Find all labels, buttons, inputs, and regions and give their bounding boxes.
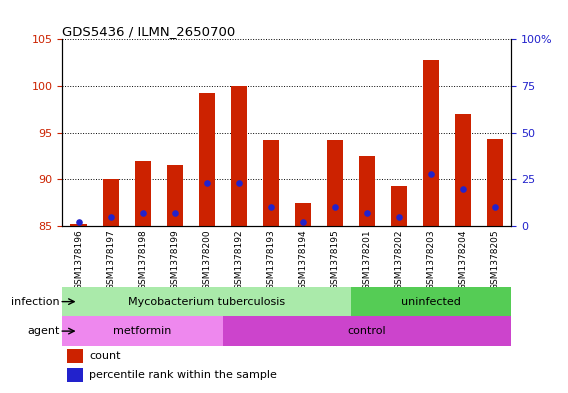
Text: GSM1378204: GSM1378204: [458, 229, 467, 290]
Bar: [455, 114, 471, 226]
Bar: [231, 86, 247, 226]
Text: GSM1378194: GSM1378194: [298, 229, 307, 290]
Bar: [67, 349, 83, 363]
Text: GDS5436 / ILMN_2650700: GDS5436 / ILMN_2650700: [62, 25, 236, 38]
Text: count: count: [89, 351, 121, 361]
Point: [427, 171, 436, 177]
Bar: [295, 203, 311, 226]
Bar: [62, 287, 351, 316]
Bar: [351, 287, 511, 316]
Point: [74, 219, 83, 225]
Bar: [223, 316, 511, 346]
Text: control: control: [348, 326, 386, 336]
Bar: [487, 139, 503, 226]
Point: [138, 210, 147, 216]
Point: [266, 204, 275, 211]
Point: [362, 210, 371, 216]
Text: GSM1378193: GSM1378193: [266, 229, 275, 290]
Point: [202, 180, 211, 186]
Text: agent: agent: [27, 326, 60, 336]
Point: [394, 213, 403, 220]
Bar: [70, 224, 86, 226]
Point: [458, 185, 467, 192]
Bar: [103, 179, 119, 226]
Text: metformin: metformin: [114, 326, 172, 336]
Text: GSM1378192: GSM1378192: [234, 229, 243, 290]
Bar: [391, 186, 407, 226]
Point: [298, 219, 307, 225]
Point: [106, 213, 115, 220]
Text: GSM1378196: GSM1378196: [74, 229, 83, 290]
Bar: [359, 156, 375, 226]
Point: [331, 204, 340, 211]
Text: GSM1378203: GSM1378203: [427, 229, 436, 290]
Bar: [327, 140, 343, 226]
Text: GSM1378201: GSM1378201: [362, 229, 371, 290]
Text: Mycobacterium tuberculosis: Mycobacterium tuberculosis: [128, 297, 285, 307]
Bar: [67, 368, 83, 382]
Text: GSM1378200: GSM1378200: [202, 229, 211, 290]
Text: percentile rank within the sample: percentile rank within the sample: [89, 370, 277, 380]
Text: GSM1378199: GSM1378199: [170, 229, 179, 290]
Text: infection: infection: [11, 297, 60, 307]
Point: [170, 210, 179, 216]
Bar: [135, 161, 151, 226]
Bar: [263, 140, 279, 226]
Point: [234, 180, 243, 186]
Bar: [166, 165, 183, 226]
Bar: [62, 316, 223, 346]
Text: GSM1378202: GSM1378202: [395, 229, 403, 290]
Bar: [199, 92, 215, 226]
Text: uninfected: uninfected: [401, 297, 461, 307]
Text: GSM1378198: GSM1378198: [138, 229, 147, 290]
Text: GSM1378205: GSM1378205: [491, 229, 500, 290]
Text: GSM1378197: GSM1378197: [106, 229, 115, 290]
Point: [491, 204, 500, 211]
Text: GSM1378195: GSM1378195: [331, 229, 340, 290]
Bar: [423, 60, 439, 226]
